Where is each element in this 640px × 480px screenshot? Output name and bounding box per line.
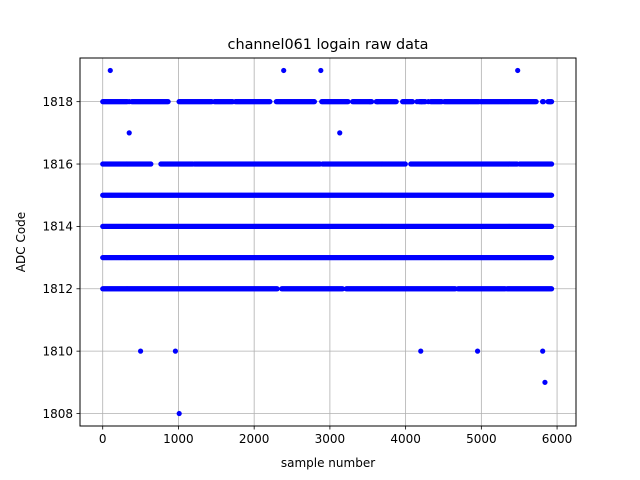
x-tick-label: 5000 xyxy=(466,432,497,446)
x-axis-label: sample number xyxy=(281,456,375,470)
data-point xyxy=(393,99,399,105)
data-point xyxy=(337,130,343,136)
data-point xyxy=(107,67,113,74)
x-tick-label: 1000 xyxy=(163,432,194,446)
data-point xyxy=(549,254,555,261)
data-point xyxy=(367,99,373,105)
data-point xyxy=(375,99,381,105)
chart-title: channel061 logain raw data xyxy=(228,37,429,53)
data-point xyxy=(542,379,548,385)
data-point xyxy=(549,223,555,230)
y-tick-label: 1808 xyxy=(42,407,73,421)
y-tick-label: 1810 xyxy=(42,344,73,358)
data-point xyxy=(126,99,132,105)
plot-area-frame xyxy=(79,57,577,427)
y-tick-label: 1812 xyxy=(42,282,73,296)
data-point xyxy=(340,286,346,292)
data-point xyxy=(540,348,546,354)
data-point xyxy=(311,99,318,105)
data-point xyxy=(176,410,182,417)
x-axis-ticks: 0 1000 2000 3000 4000 5000 6000 xyxy=(99,426,572,446)
data-point xyxy=(281,67,287,74)
x-tick-label: 0 xyxy=(99,432,107,446)
y-tick-label: 1814 xyxy=(42,220,73,234)
data-point xyxy=(515,67,521,74)
y-tick-label: 1818 xyxy=(42,95,73,109)
data-point xyxy=(137,348,144,354)
data-point xyxy=(165,99,171,105)
data-point xyxy=(172,348,179,354)
data-point xyxy=(409,99,416,105)
data-point xyxy=(418,348,424,354)
data-point xyxy=(547,99,553,105)
data-point xyxy=(148,161,154,167)
data-point xyxy=(474,348,481,354)
data-point xyxy=(549,192,555,198)
data-point xyxy=(425,99,431,105)
data-point xyxy=(549,286,555,292)
y-axis-ticks: 1808 1810 1812 1814 1816 1818 xyxy=(42,95,80,421)
x-tick-label: 2000 xyxy=(239,432,270,446)
data-point xyxy=(402,161,408,167)
y-tick-label: 1816 xyxy=(42,157,73,171)
y-axis-label: ADC Code xyxy=(14,212,28,272)
x-tick-label: 4000 xyxy=(390,432,421,446)
data-points xyxy=(100,67,555,417)
data-point xyxy=(549,161,555,167)
data-point xyxy=(267,99,273,105)
data-point xyxy=(533,99,539,105)
data-point xyxy=(418,99,425,105)
data-point xyxy=(345,99,351,105)
data-point xyxy=(540,99,547,105)
x-tick-label: 3000 xyxy=(315,432,346,446)
data-point xyxy=(414,99,420,105)
x-tick-label: 6000 xyxy=(542,432,573,446)
data-point xyxy=(274,286,280,292)
data-point xyxy=(126,130,132,136)
data-point xyxy=(318,67,324,74)
